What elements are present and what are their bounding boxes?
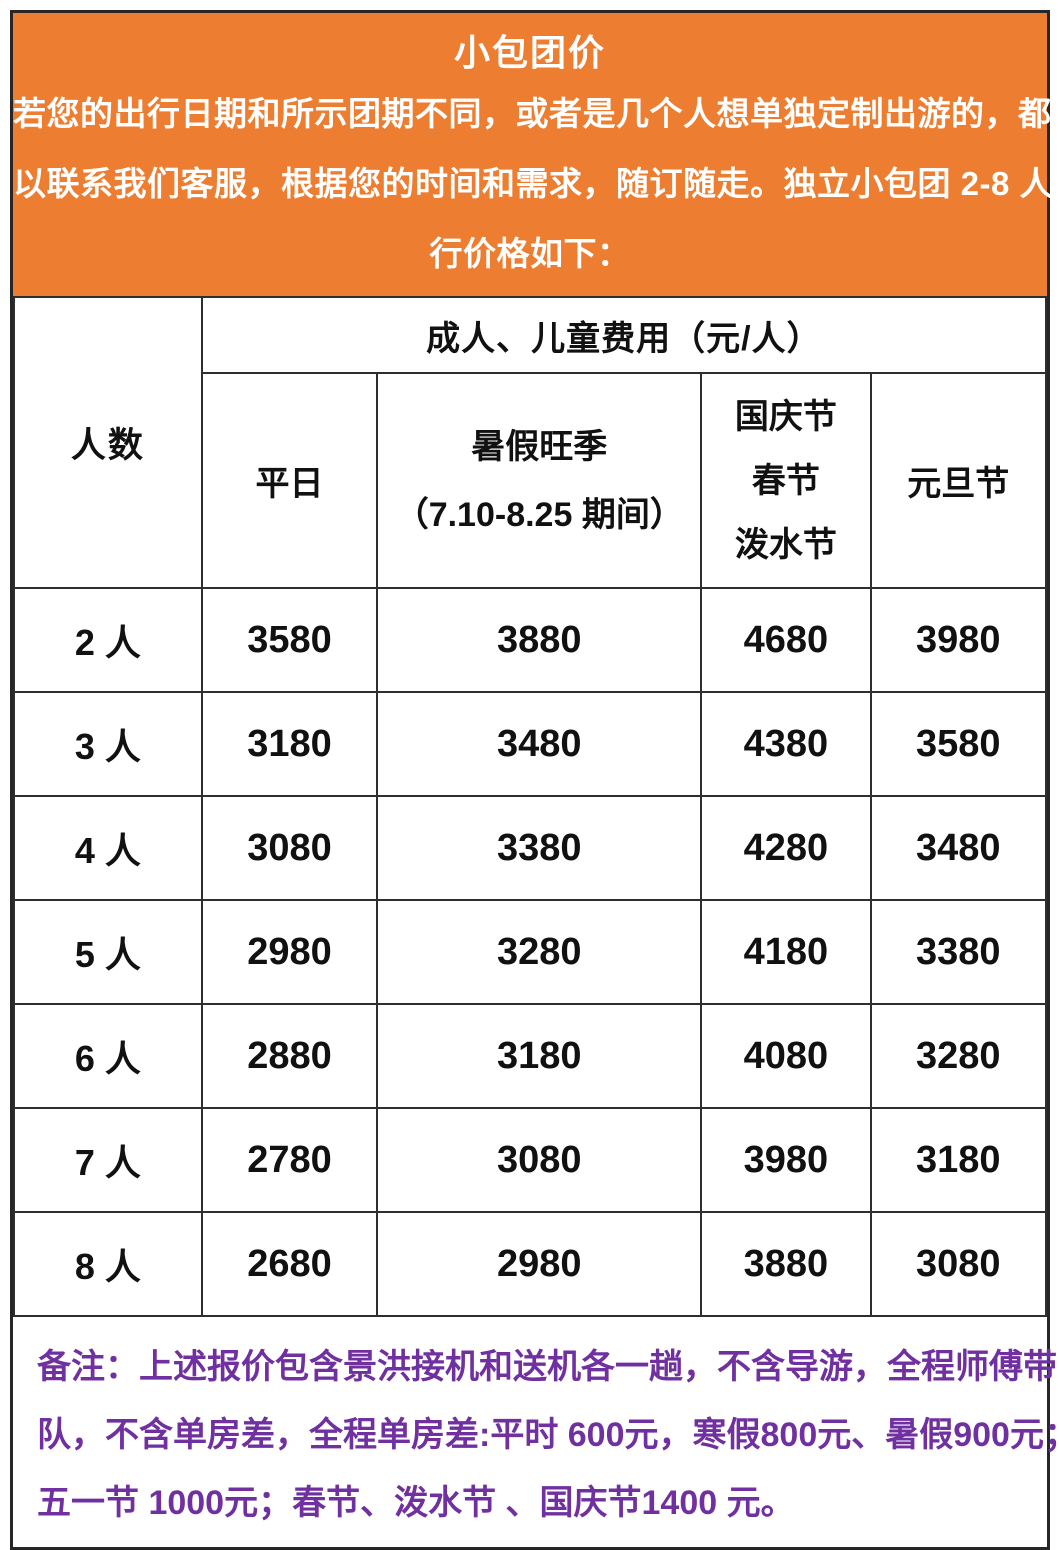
price-cell: 3880 [376,587,703,693]
price-cell: 2780 [200,1107,379,1213]
price-cell: 4680 [700,587,872,693]
price-cell: 3180 [200,691,379,797]
price-cell: 3480 [376,691,703,797]
price-cell: 2680 [200,1211,379,1317]
col-group-header-fee: 成人、儿童费用（元/人） [200,296,1048,374]
price-cell: 3480 [869,795,1048,901]
col-header-holidays: 国庆节 春节 泼水节 [700,372,872,589]
price-cell: 2880 [200,1003,379,1109]
holiday-national-day: 国庆节 [734,397,837,436]
price-cell: 3080 [869,1211,1048,1317]
table-row-5-people: 5 人 2980 3280 4180 3380 [13,899,1048,1005]
price-cell: 3080 [200,795,379,901]
price-cell: 3980 [700,1107,872,1213]
note-line-1: 备注：上述报价包含景洪接机和送机各一趟，不含导游，全程师傅带 [37,1348,1057,1386]
content-frame: 小包团价 若您的出行日期和所示团期不同，或者是几个人想单独定制出游的，都可 以联… [10,10,1059,1550]
row-label: 8 人 [13,1211,203,1317]
table-row-2-people: 2 人 3580 3880 4680 3980 [13,587,1048,693]
table-row-4-people: 4 人 3080 3380 4280 3480 [13,795,1048,901]
col-header-new-year: 元旦节 [869,372,1048,589]
remarks-note: 备注：上述报价包含景洪接机和送机各一趟，不含导游，全程师傅带 队，不含单房差，全… [13,1317,1059,1547]
banner-text-line-1: 若您的出行日期和所示团期不同，或者是几个人想单独定制出游的，都可 [13,95,1059,132]
col-header-weekday: 平日 [200,372,379,589]
row-label: 5 人 [13,899,203,1005]
price-cell: 2980 [376,1211,703,1317]
table-header-row-group: 人数 成人、儿童费用（元/人） [13,296,1048,589]
price-cell: 2980 [200,899,379,1005]
price-cell: 3380 [869,899,1048,1005]
price-cell: 4380 [700,691,872,797]
price-table: 人数 成人、儿童费用（元/人） 平日 暑假旺季 （7.10-8.25 期间） 国… [13,296,1048,1317]
price-cell: 3580 [200,587,379,693]
row-label: 2 人 [13,587,203,693]
holiday-spring-festival: 春节 [751,461,820,500]
row-label: 7 人 [13,1107,203,1213]
note-line-3: 五一节 1000元；春节、泼水节 、国庆节1400 元。 [37,1484,795,1522]
price-cell: 3980 [869,587,1048,693]
price-cell: 3380 [376,795,703,901]
col-header-summer-peak: 暑假旺季 （7.10-8.25 期间） [376,372,703,589]
price-cell: 3180 [869,1107,1048,1213]
summer-peak-label: 暑假旺季 [471,427,608,466]
price-cell: 3580 [869,691,1048,797]
table-header-row-seasons: 平日 暑假旺季 （7.10-8.25 期间） 国庆节 春节 泼水节 元旦节 [14,372,1048,589]
note-line-2: 队，不含单房差，全程单房差:平时 600元，寒假800元、暑假900元； [37,1416,1059,1454]
price-cell: 3180 [376,1003,703,1109]
row-label: 6 人 [13,1003,203,1109]
price-cell: 4180 [700,899,872,1005]
table-row-7-people: 7 人 2780 3080 3980 3180 [13,1107,1048,1213]
row-label: 4 人 [13,795,203,901]
price-cell: 3280 [869,1003,1048,1109]
summer-peak-dates: （7.10-8.25 期间） [394,495,684,534]
banner-title: 小包团价 [453,32,606,73]
price-cell: 4280 [700,795,872,901]
row-label: 3 人 [13,691,203,797]
banner-text-line-2: 以联系我们客服，根据您的时间和需求，随订随走。独立小包团 2-8 人出 [13,165,1059,202]
banner: 小包团价 若您的出行日期和所示团期不同，或者是几个人想单独定制出游的，都可 以联… [13,13,1059,296]
price-cell: 4080 [700,1003,872,1109]
table-row-8-people: 8 人 2680 2980 3880 3080 [13,1211,1048,1317]
col-header-people: 人数 [13,296,203,589]
table-row-6-people: 6 人 2880 3180 4080 3280 [13,1003,1048,1109]
table-row-3-people: 3 人 3180 3480 4380 3580 [13,691,1048,797]
banner-text-line-3: 行价格如下： [429,235,631,272]
price-cell: 3080 [376,1107,703,1213]
price-cell: 3280 [376,899,703,1005]
price-cell: 3880 [700,1211,872,1317]
holiday-water-festival: 泼水节 [734,525,837,564]
